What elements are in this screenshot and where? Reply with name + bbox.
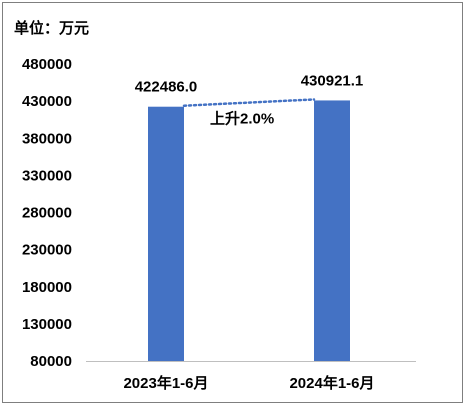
y-tick-label: 480000	[22, 56, 72, 73]
y-tick-label: 230000	[22, 242, 72, 259]
y-tick-label: 380000	[22, 130, 72, 147]
x-tick-label: 2023年1-6月	[123, 374, 208, 392]
data-label: 430921.1	[301, 72, 364, 89]
y-tick-label: 80000	[30, 353, 72, 370]
unit-label: 单位：万元	[14, 19, 89, 37]
y-axis-ticks: 80000 130000 180000 230000 280000 330000 38000…	[22, 56, 72, 370]
bar	[314, 100, 350, 361]
y-tick-label: 280000	[22, 205, 72, 222]
x-axis-labels: 2023年1-6月 2024年1-6月	[123, 374, 374, 392]
bar	[148, 106, 184, 361]
y-tick-label: 430000	[22, 93, 72, 110]
trend-line	[182, 98, 316, 107]
y-tick-label: 330000	[22, 167, 72, 184]
growth-annotation: 上升2.0%	[210, 111, 274, 128]
data-label: 422486.0	[135, 79, 198, 96]
x-tick-label: 2024年1-6月	[289, 374, 374, 392]
chart-frame	[2, 2, 463, 403]
y-tick-label: 130000	[22, 316, 72, 333]
y-tick-label: 180000	[22, 279, 72, 296]
bars: 422486.0 430921.1	[135, 72, 364, 361]
